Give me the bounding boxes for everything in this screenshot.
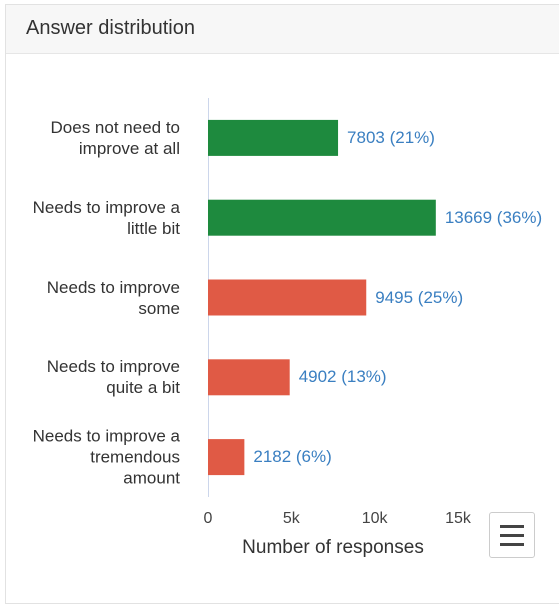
data-label: 7803 (21%): [347, 127, 435, 147]
panel: Answer distribution: [5, 4, 559, 604]
menu-icon-line: [500, 543, 524, 546]
x-tick-label: 10k: [361, 510, 388, 527]
data-label: 4902 (13%): [298, 367, 387, 387]
y-tick-label: Does not need to improve at all: [50, 117, 180, 158]
x-tick-label: 5k: [282, 510, 300, 527]
data-label: 2182 (6%): [253, 447, 332, 467]
menu-icon-line: [500, 525, 524, 528]
y-tick-label: Needs to improve some: [46, 277, 180, 318]
panel-title: Answer distribution: [26, 17, 195, 39]
bar: [208, 119, 339, 156]
bar: [208, 199, 436, 236]
data-label: 9495 (25%): [375, 287, 464, 307]
x-tick-label: 0: [203, 510, 213, 527]
data-label: 13669 (36%): [444, 207, 543, 227]
y-tick-label: Needs to improve a tremendous amount: [32, 426, 180, 488]
x-tick-label: 15k: [445, 510, 471, 527]
y-tick-label: Needs to improve a little bit: [32, 197, 180, 238]
chart: [208, 98, 436, 497]
bar: [208, 359, 290, 396]
bar: [208, 279, 367, 316]
panel-header: Answer distribution: [6, 5, 559, 54]
menu-icon-line: [500, 534, 524, 537]
chart-area: Number of responses 0 5k 10k 15k Does not ne…: [32, 98, 543, 558]
x-axis-label: Number of responses: [242, 537, 424, 558]
y-tick-label: Needs to improve quite a bit: [46, 357, 180, 398]
menu-button[interactable]: [489, 512, 535, 558]
bar: [208, 439, 245, 476]
